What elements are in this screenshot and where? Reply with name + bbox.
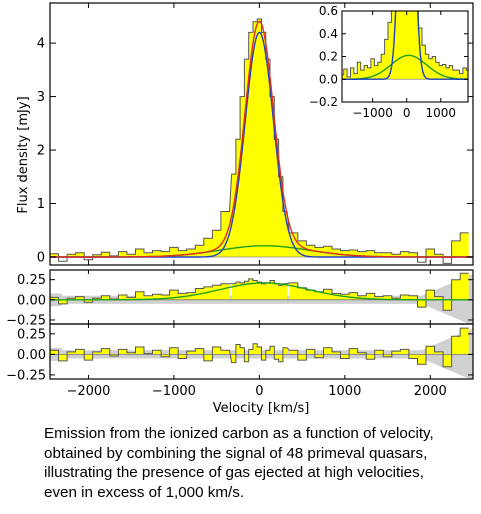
y-tick-label: 0 xyxy=(37,250,45,265)
inset-y-tick-label: 0.0 xyxy=(319,72,338,86)
spectrum-step-line xyxy=(50,18,469,264)
x-tick-label: 1000 xyxy=(328,384,361,399)
main-y-ticks: 0 1 2 3 4 xyxy=(37,37,473,265)
residual-y-tick-label: 0.25 xyxy=(17,327,46,342)
y-tick-label: 2 xyxy=(37,144,45,159)
residual-2-frame xyxy=(49,323,474,380)
residual-y-tick-label: −0.25 xyxy=(6,368,46,383)
spectrum-fill xyxy=(50,19,469,257)
x-axis-label: Velocity [km/s] xyxy=(213,401,310,416)
residual-y-tick-label: 0.00 xyxy=(17,293,46,308)
inset-panel: −1000 0 1000 −0.2 0.0 0.2 0.4 0.6 xyxy=(309,4,469,120)
total-fit-curve xyxy=(50,20,473,258)
residual-panel-2: −0.25 0.00 0.25 −2000 −1000 0 1000 2000 xyxy=(6,323,474,399)
x-tick-label: 0 xyxy=(255,384,263,399)
inset-narrow-curve xyxy=(342,11,468,80)
residual-2-plot-area xyxy=(50,327,473,379)
inset-x-tick-label: 0 xyxy=(403,106,411,120)
inset-y-ticks: −0.2 0.0 0.2 0.4 0.6 xyxy=(309,4,468,109)
inset-y-tick-label: 0.2 xyxy=(319,50,338,64)
inset-y-tick-label: 0.4 xyxy=(319,27,338,41)
residual-y-tick-label: 0.25 xyxy=(17,273,46,288)
y-tick-label: 3 xyxy=(37,90,45,105)
caption-line: even in excess of 1,000 km/s. xyxy=(44,483,245,501)
residual-1-y-ticks: −0.25 0.00 0.25 xyxy=(6,270,473,328)
inset-plot-area xyxy=(342,11,468,80)
inset-x-tick-label: −1000 xyxy=(352,106,393,120)
caption-line: Emission from the ionized carbon as a fu… xyxy=(44,425,434,442)
residual-fill xyxy=(50,273,469,311)
main-plot-area xyxy=(50,18,473,264)
y-tick-label: 1 xyxy=(37,197,45,212)
caption-line: illustrating the presence of gas ejected… xyxy=(44,464,424,481)
residual-2-y-ticks: −0.25 0.00 0.25 xyxy=(6,324,473,383)
inset-x-ticks: −1000 0 1000 xyxy=(352,11,456,120)
x-tick-label: −1000 xyxy=(152,384,196,399)
inset-x-tick-label: 1000 xyxy=(425,106,456,120)
caption-line: obtained by combining the signal of 48 p… xyxy=(44,444,428,462)
inset-step-line xyxy=(342,11,468,78)
inset-y-tick-label: 0.6 xyxy=(319,4,338,18)
residual-2-x-ticks: −2000 −1000 0 1000 2000 xyxy=(66,384,446,399)
residual-broad-curve xyxy=(50,282,473,301)
residual-y-tick-label: −0.25 xyxy=(6,313,46,328)
figure-caption: Emission from the ionized carbon as a fu… xyxy=(44,424,474,502)
residual-y-tick-label: 0.00 xyxy=(17,348,46,363)
inset-y-tick-label: −0.2 xyxy=(309,95,338,109)
residual-step-line xyxy=(50,327,469,368)
residual-step-line xyxy=(50,272,469,311)
main-x-ticks xyxy=(87,3,431,265)
y-axis-label: Flux density [mJy] xyxy=(16,96,31,213)
main-panel: 0 1 2 3 4 Flux density [mJy] xyxy=(16,2,474,266)
residual-panel-1: −0.25 0.00 0.25 xyxy=(6,269,474,328)
y-tick-label: 4 xyxy=(37,37,45,52)
main-frame xyxy=(49,2,474,266)
figure: 0 1 2 3 4 Flux density [mJy] −1000 0 1000 −0.2… xyxy=(6,2,474,416)
x-tick-label: −2000 xyxy=(66,384,110,399)
x-tick-label: 2000 xyxy=(414,384,447,399)
residual-1-plot-area xyxy=(50,272,473,324)
